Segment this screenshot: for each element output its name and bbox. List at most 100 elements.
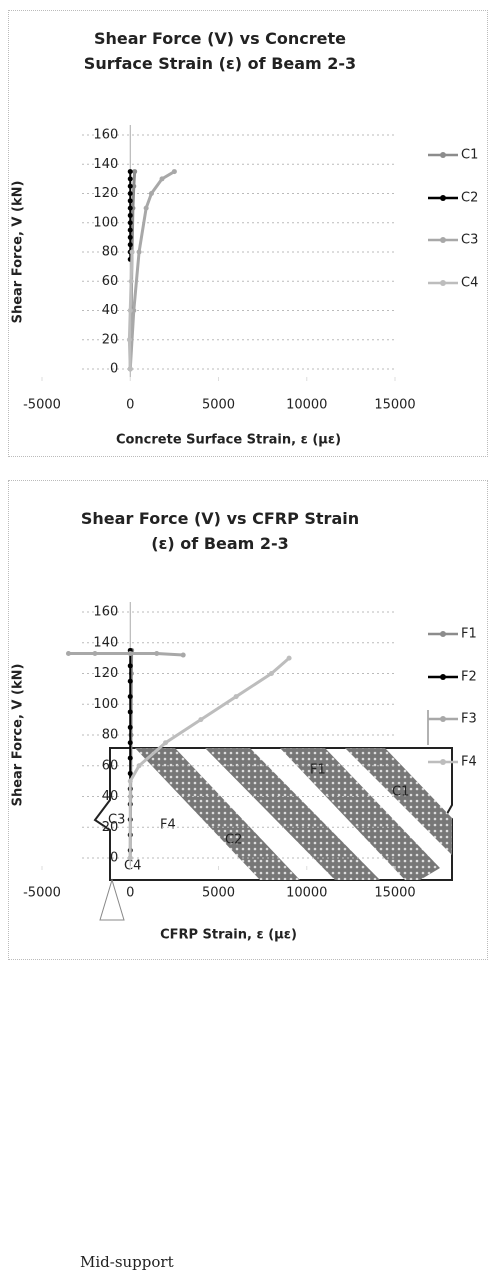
cfrp-strip xyxy=(135,748,300,880)
y-tick-label: 60 xyxy=(102,758,119,773)
point xyxy=(127,198,133,204)
y-tick-label: 120 xyxy=(93,666,118,681)
label: C1 xyxy=(392,785,409,800)
label: F4 xyxy=(160,818,176,833)
point xyxy=(127,663,133,669)
x-tick-label: 0 xyxy=(126,398,134,413)
legend-label: F2 xyxy=(461,670,477,685)
point xyxy=(127,724,133,730)
point xyxy=(127,212,133,218)
y-axis-label: Shear Force, V (kN) xyxy=(11,181,26,324)
y-tick-label: 100 xyxy=(93,697,118,712)
x-tick-label: 10000 xyxy=(286,886,327,901)
point xyxy=(136,249,142,255)
chart-frame xyxy=(8,10,488,457)
y-tick-label: 120 xyxy=(93,186,118,201)
point xyxy=(127,234,133,240)
legend-label: C4 xyxy=(461,276,478,291)
y-tick-label: 80 xyxy=(102,245,119,260)
label: C2 xyxy=(225,833,242,848)
x-tick-label: 0 xyxy=(126,886,134,901)
point xyxy=(154,651,160,657)
y-tick-label: 20 xyxy=(102,820,119,835)
legend-label: F3 xyxy=(461,712,477,727)
point xyxy=(127,778,133,784)
point xyxy=(127,220,133,226)
label: C3 xyxy=(108,813,125,828)
support xyxy=(99,878,125,921)
point xyxy=(127,183,133,189)
point xyxy=(136,763,142,769)
point xyxy=(143,205,149,211)
chart-title: Shear Force (V) vs CFRP Strain (ε) of Be… xyxy=(80,509,360,553)
legend-swatch xyxy=(440,237,446,243)
x-tick-label: 15000 xyxy=(374,398,415,413)
point xyxy=(180,652,186,658)
y-tick-label: 100 xyxy=(93,215,118,230)
point xyxy=(127,191,133,196)
point xyxy=(132,169,138,175)
point xyxy=(92,651,98,657)
y-tick-label: 40 xyxy=(102,303,119,318)
legend-label: C3 xyxy=(461,233,478,248)
point xyxy=(127,694,133,700)
y-tick-label: 20 xyxy=(102,332,119,347)
point xyxy=(127,205,133,211)
x-tick-label: 5000 xyxy=(202,886,235,901)
legend-label: C1 xyxy=(461,148,478,163)
legend-swatch xyxy=(440,674,446,680)
point xyxy=(127,770,133,776)
legend-swatch xyxy=(440,152,446,158)
label: C4 xyxy=(124,859,141,874)
x-axis-label: CFRP Strain, ε (με) xyxy=(160,928,297,943)
point xyxy=(128,278,134,284)
point xyxy=(163,740,169,746)
y-tick-label: 0 xyxy=(110,362,118,377)
y-tick-label: 140 xyxy=(93,635,118,650)
point xyxy=(127,755,133,761)
point xyxy=(127,651,133,657)
x-tick-label: -5000 xyxy=(23,886,61,901)
x-tick-label: 10000 xyxy=(286,398,327,413)
point xyxy=(127,308,133,313)
legend-swatch xyxy=(440,195,446,201)
y-tick-label: 160 xyxy=(93,128,118,143)
cfrp-strip xyxy=(205,748,380,880)
legend-label: F1 xyxy=(461,627,477,642)
legend-swatch xyxy=(440,716,446,722)
label: F1 xyxy=(310,763,326,778)
y-tick-label: 80 xyxy=(102,728,119,743)
point xyxy=(171,169,177,175)
x-tick-label: -5000 xyxy=(23,398,61,413)
y-axis-label: Shear Force, V (kN) xyxy=(11,664,26,807)
point xyxy=(129,249,135,255)
legend-label: F4 xyxy=(461,755,477,770)
x-tick-label: 5000 xyxy=(202,398,235,413)
point xyxy=(159,176,165,182)
point xyxy=(127,709,133,715)
x-axis-label: Concrete Surface Strain, ε (με) xyxy=(116,433,341,448)
y-tick-label: 0 xyxy=(110,851,118,866)
point xyxy=(198,717,204,723)
point xyxy=(286,655,292,661)
legend-swatch xyxy=(440,759,446,765)
y-tick-label: 160 xyxy=(93,605,118,620)
y-tick-label: 40 xyxy=(102,789,119,804)
point xyxy=(127,169,133,175)
point xyxy=(127,366,133,372)
y-tick-label: 60 xyxy=(102,274,119,289)
point xyxy=(127,740,133,746)
point xyxy=(131,308,137,313)
point xyxy=(268,671,274,676)
chart-frame xyxy=(8,480,488,960)
point xyxy=(131,183,137,189)
chart-title: Shear Force (V) vs Concrete Surface Stra… xyxy=(83,29,357,73)
point xyxy=(65,651,71,657)
series-line xyxy=(68,652,184,657)
legend-label: C2 xyxy=(461,191,478,206)
legend-swatch xyxy=(440,631,446,637)
x-tick-label: 15000 xyxy=(374,886,415,901)
cfrp-strip xyxy=(280,748,440,880)
point xyxy=(233,694,239,700)
